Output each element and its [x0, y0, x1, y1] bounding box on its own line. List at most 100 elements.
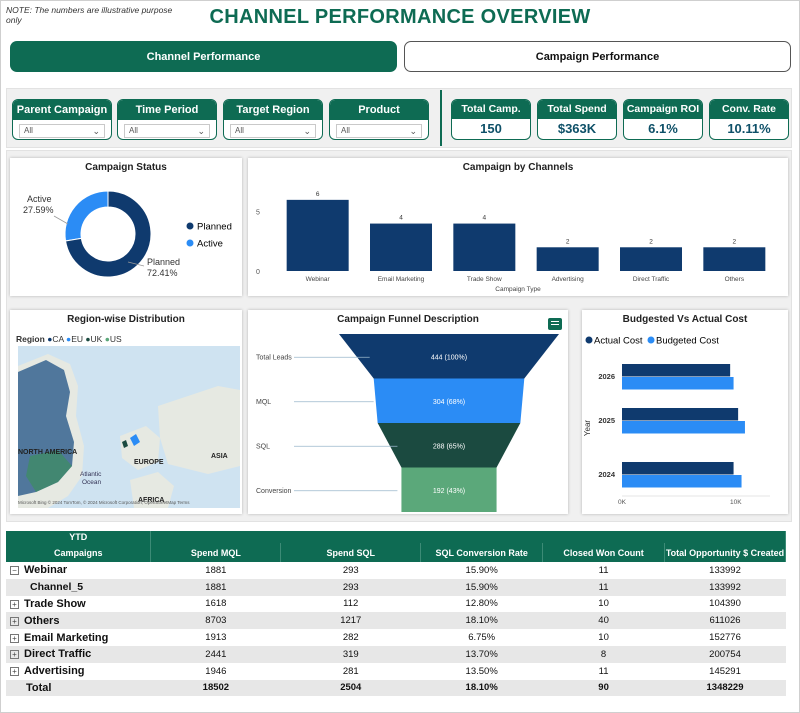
expand-icon[interactable]: + [10, 667, 19, 677]
card-title: Campaign by Channels [462, 162, 574, 173]
card-title: Campaign Funnel Description [337, 314, 479, 325]
column-header[interactable]: Closed Won Count [542, 543, 666, 562]
table-row: + Others 8703 1217 18.10% 40 611026 [6, 612, 786, 630]
expand-icon[interactable]: + [10, 616, 19, 626]
expand-icon[interactable]: + [10, 633, 19, 643]
region-legend-title: Region [16, 334, 45, 344]
campaign-status-card[interactable]: Campaign Status Active 27.59% Planned 72… [10, 158, 242, 296]
kpi-value: $363K [557, 121, 597, 136]
expand-icon[interactable]: + [10, 599, 19, 609]
comment-icon[interactable] [548, 318, 562, 330]
column-header[interactable]: Campaigns [6, 543, 152, 562]
column-header[interactable]: Spend MQL [150, 543, 282, 562]
legend-label-budgeted: Budgeted Cost [656, 336, 719, 347]
bar-actual-cost-2024[interactable] [622, 462, 734, 475]
campaign-funnel-card[interactable]: Campaign Funnel Description 444 (100%) To… [248, 310, 568, 514]
region-fill-eu [130, 434, 140, 446]
region-fill-us [26, 450, 72, 492]
table-cell: 2441 [150, 645, 281, 663]
table-cell: 133992 [709, 564, 741, 576]
bar-others[interactable] [703, 247, 766, 271]
column-header[interactable]: SQL Conversion Rate [420, 543, 544, 562]
bar-budgeted-cost-2026[interactable] [622, 377, 734, 390]
legend-swatch-planned [186, 222, 194, 230]
europe-land [120, 426, 160, 470]
funnel-stage-label: SQL [256, 443, 270, 450]
campaign-cell: + Direct Traffic [6, 645, 151, 663]
kpi-total-spend: Total Spend $363K [537, 99, 617, 140]
region-legend-ca: CA [52, 334, 64, 344]
region-distribution-card[interactable]: Region-wise Distribution Region ●CA ●EU … [10, 310, 242, 514]
bar-webinar[interactable] [286, 199, 349, 271]
filter-dropdown[interactable]: All ⌄ [230, 124, 316, 138]
map-label-africa: AFRICA [138, 497, 164, 504]
filter-product[interactable]: Product All ⌄ [329, 99, 429, 140]
illustrative-note: NOTE: The numbers are illustrative purpo… [6, 5, 173, 25]
tab-campaign-performance[interactable]: Campaign Performance [404, 41, 791, 72]
x-tick-label: Trade Show [467, 276, 502, 283]
donut-slice-active[interactable] [64, 190, 109, 242]
bar-advertising[interactable] [536, 247, 599, 271]
x-tick-label: Direct Traffic [633, 276, 670, 283]
table-row: + Trade Show 1618 112 12.80% 10 104390 [6, 596, 786, 613]
planned-label: Planned [147, 257, 180, 267]
filter-label: Time Period [118, 100, 216, 120]
bar-direct-traffic[interactable] [620, 247, 682, 271]
table-cell: 12.80% [465, 598, 498, 610]
map-canvas[interactable]: NORTH AMERICA EUROPE ASIA AFRICA Atlanti… [18, 346, 240, 508]
bar-budgeted-cost-2025[interactable] [622, 421, 745, 434]
filter-dropdown[interactable]: All ⌄ [336, 124, 422, 138]
map-label-europe: EUROPE [134, 459, 164, 466]
filter-dropdown[interactable]: All ⌄ [19, 124, 105, 138]
x-tick-label: Advertising [552, 276, 585, 283]
collapse-icon[interactable]: − [10, 566, 19, 576]
bar-budgeted-cost-2024[interactable] [622, 475, 742, 488]
filter-time-period[interactable]: Time Period All ⌄ [117, 99, 217, 140]
table-cell: 13.50% [465, 665, 498, 677]
table-cell: 10 [598, 598, 609, 610]
card-title: Campaign Status [85, 162, 167, 173]
map-label-atlantic: Atlantic [80, 471, 102, 478]
funnel-stage-total-leads[interactable] [339, 334, 559, 379]
bar-actual-cost-2025[interactable] [622, 408, 739, 421]
table-cell: 152776 [709, 632, 741, 644]
table-cell: 293 [280, 578, 421, 596]
leader-line [53, 215, 69, 225]
table-cell: 1881 [205, 564, 227, 576]
tab-channel-performance[interactable]: Channel Performance [10, 41, 397, 72]
y-tick-label: 5 [256, 210, 260, 217]
filter-parent-campaign[interactable]: Parent Campaign All ⌄ [12, 99, 112, 140]
budget-vs-actual-card[interactable]: Budgested Vs Actual Cost Actual Cost Bud… [582, 310, 788, 514]
campaign-name: Advertising [24, 665, 85, 678]
funnel-stage-conversion[interactable] [401, 467, 497, 513]
ytd-group-header: YTD [6, 531, 152, 543]
campaign-by-channels-card[interactable]: Campaign by Channels 0 5 6 Webinar 4 Email Ma… [248, 158, 788, 296]
table-cell: 6.75% [468, 632, 496, 644]
bar-value-label: 4 [483, 215, 487, 222]
donut-slice-planned[interactable] [64, 190, 152, 278]
funnel-stage-mql[interactable] [373, 378, 525, 424]
expand-icon[interactable]: + [10, 650, 19, 660]
funnel-stage-label: MQL [256, 399, 271, 406]
table-row: − Webinar 1881 293 15.90% 11 133992 [6, 562, 786, 579]
bar-trade-show[interactable] [453, 223, 516, 271]
y-tick-label: 2026 [598, 372, 615, 381]
table-cell: 293 [342, 564, 359, 576]
kpi-label: Campaign ROI [624, 100, 702, 119]
filter-label: Product [330, 100, 428, 120]
filter-target-region[interactable]: Target Region All ⌄ [223, 99, 323, 140]
table-cell: 18502 [150, 679, 281, 697]
campaign-name: Webinar [24, 564, 68, 577]
card-title: Region-wise Distribution [67, 314, 185, 325]
table-row: + Email Marketing 1913 282 6.75% 10 152776 [6, 629, 786, 646]
bar-actual-cost-2026[interactable] [622, 364, 731, 377]
filter-dropdown[interactable]: All ⌄ [124, 124, 210, 138]
x-tick-label: Webinar [306, 276, 331, 283]
campaign-name: Channel_5 [30, 581, 84, 594]
funnel-value-label: 304 (68%) [433, 399, 465, 406]
bar-email-marketing[interactable] [370, 223, 432, 271]
column-header[interactable]: Spend SQL [280, 543, 422, 562]
x-tick-label: Email Marketing [378, 276, 425, 283]
funnel-stage-sql[interactable] [377, 423, 521, 468]
column-header[interactable]: Total Opportunity $ Created [664, 543, 786, 562]
